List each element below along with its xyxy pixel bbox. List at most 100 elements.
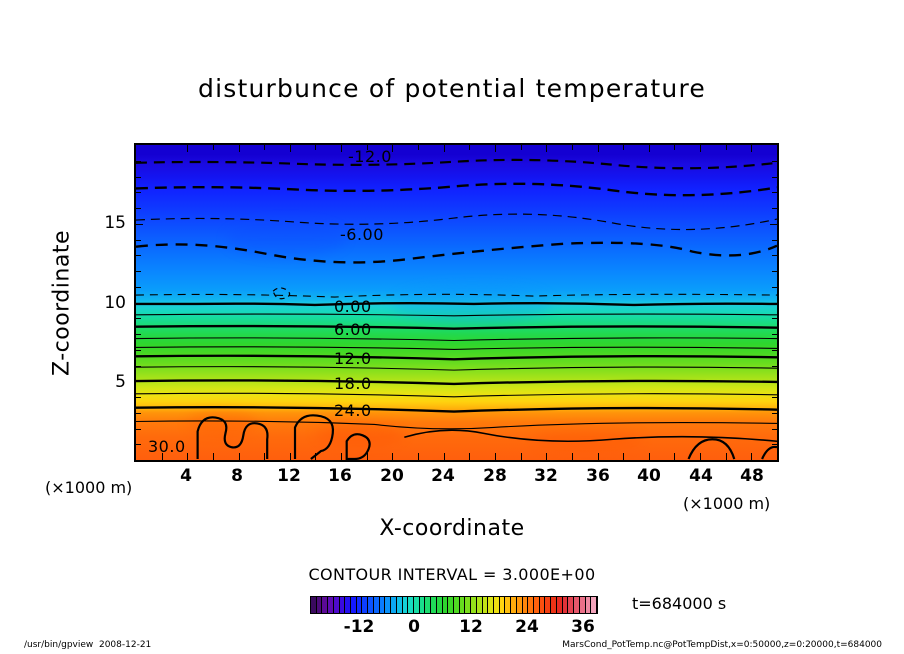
axis-tick-x-top [289,145,291,152]
x-tick-label: 16 [328,466,352,486]
axis-tick-y-left [136,365,141,367]
axis-tick-y-right [772,160,777,162]
axis-tick-y-left [136,255,141,257]
colorbar-cell [568,597,575,613]
colorbar-cell [516,597,523,613]
axis-tick-x-top [212,145,214,150]
axis-tick-x-top [366,145,368,150]
axis-tick-x-bottom [341,453,343,460]
x-tick-label: 32 [534,466,558,486]
x-unit-right: (×1000 m) [683,494,771,513]
axis-tick-x-bottom [751,453,753,460]
axis-tick-y-left [136,444,141,446]
colorbar-cell [385,597,392,613]
axis-tick-x-top [700,145,702,152]
x-tick-label: 40 [637,466,661,486]
x-tick-label: 24 [431,466,455,486]
colorbar-cell [545,597,552,613]
time-label: t=684000 s [632,594,727,613]
axis-tick-y-right [772,318,777,320]
axis-tick-y-right [772,271,777,272]
colorbar-tick-label: 24 [515,617,539,637]
colorbar-cell [511,597,517,613]
x-tick-label: 8 [231,466,243,486]
axis-tick-x-top [392,145,394,152]
axis-tick-x-bottom [392,453,394,460]
colorbar-cell [333,597,340,613]
y-axis-title: Z-coordinate [49,230,75,376]
colorbar-cell [488,597,494,613]
colorbar-cell [562,597,569,613]
axis-tick-x-bottom [700,453,702,460]
colorbar-cell [585,597,592,613]
axis-tick-y-left [136,428,141,430]
axis-tick-x-bottom [315,453,317,460]
axis-tick-x-bottom [597,453,599,460]
fill-blotch [187,409,258,436]
colorbar-cell [345,597,352,613]
axis-tick-y-right [772,444,777,446]
colorbar-cell [579,597,586,613]
axis-tick-x-top [238,145,240,152]
colorbar-cell [396,597,403,613]
colorbar-cell [339,597,346,613]
axis-tick-y-left [136,176,141,178]
contour-label-6: 6.00 [334,320,372,339]
axis-tick-y-right [772,176,777,178]
axis-tick-y-left [136,160,141,162]
colorbar-cell [539,597,546,613]
colorbar-cell [471,597,477,613]
colorbar-cell [551,597,557,613]
axis-tick-x-bottom [264,453,266,460]
x-tick-label: 20 [380,466,404,486]
axis-tick-x-bottom [674,453,676,460]
axis-tick-x-top [725,145,727,150]
colorbar-cell [328,597,334,613]
axis-tick-x-top [751,145,753,152]
y-tick-label: 5 [115,372,126,392]
colorbar-cell [362,597,369,613]
colorbar-cell [505,597,512,613]
x-tick-label: 12 [277,466,301,486]
colorbar-tick-label: 12 [459,617,483,637]
colorbar-cell [442,597,449,613]
axis-tick-x-bottom [623,453,625,460]
axis-tick-y-left [136,349,141,351]
colorbar-cell [448,597,454,613]
axis-tick-y-right [772,208,777,209]
colorbar-tick-label: 0 [408,617,420,637]
axis-tick-y-left [136,318,141,320]
colorbar-cell [453,597,460,613]
axis-tick-y-left [136,334,141,335]
colorbar-cell [476,597,483,613]
axis-tick-x-top [315,145,317,150]
axis-tick-y-left [136,192,141,194]
axis-tick-x-top [520,145,522,150]
colorbar-cell [534,597,540,613]
axis-tick-y-right [772,365,777,367]
axis-tick-x-top [418,145,420,150]
x-tick-label: 4 [180,466,192,486]
axis-tick-x-bottom [546,453,548,460]
colorbar-cell [322,597,329,613]
colorbar-cell [425,597,432,613]
axis-tick-y-right [770,223,777,225]
colorbar-cell [311,597,317,613]
axis-tick-x-top [648,145,650,152]
colorbar-cell [494,597,500,613]
colorbar-tick-label: -12 [343,617,375,637]
colorbar-cell [528,597,535,613]
colorbar-cell [499,597,506,613]
colorbar-cell [591,597,597,613]
axis-tick-y-right [772,334,777,335]
footer-dataset: MarsCond_PotTemp.nc@PotTempDist,x=0:5000… [562,640,882,650]
colorbar-cell [379,597,386,613]
axis-tick-x-bottom [161,453,163,460]
axis-tick-x-top [494,145,496,152]
contour-plot-area: -12.0 -6.00 0.00 6.00 12.0 18.0 24.0 30.… [134,143,779,462]
colorbar-cell [413,597,420,613]
axis-tick-y-right [772,286,777,288]
x-tick-label: 36 [586,466,610,486]
colorbar [310,596,598,614]
axis-tick-y-left [136,286,141,288]
